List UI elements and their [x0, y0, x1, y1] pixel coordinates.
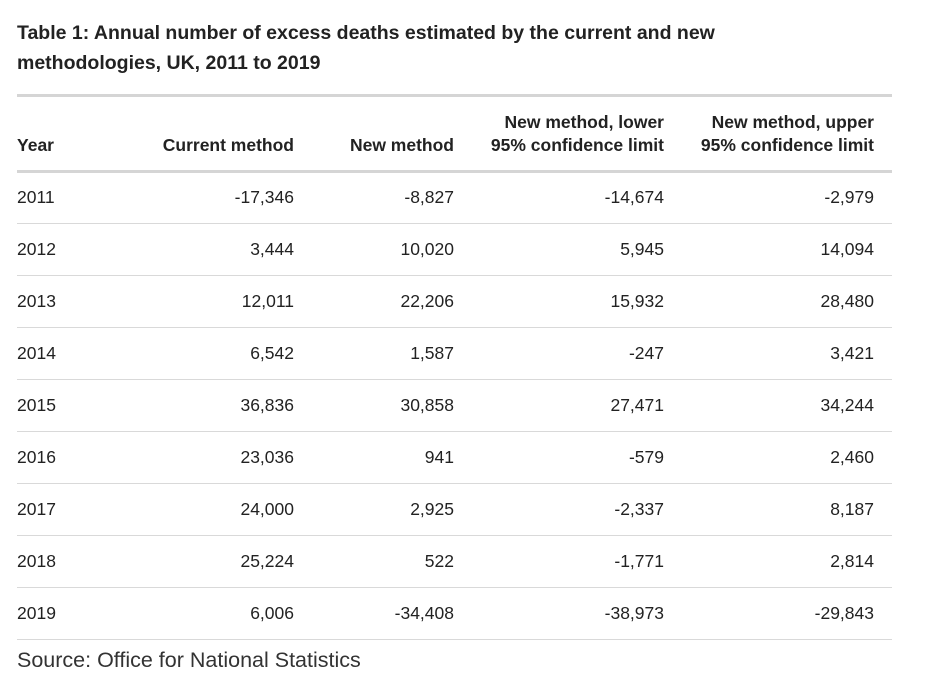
cell-lower-limit: -38,973 — [454, 587, 664, 640]
cell-upper-limit: 8,187 — [664, 483, 892, 536]
table-row: 2016 23,036 941 -579 2,460 — [17, 431, 892, 484]
title-divider — [17, 94, 892, 97]
table-row: 2014 6,542 1,587 -247 3,421 — [17, 327, 892, 380]
cell-lower-limit: -579 — [454, 431, 664, 484]
cell-upper-limit: 28,480 — [664, 275, 892, 328]
cell-year: 2018 — [17, 535, 117, 588]
table-row: 2017 24,000 2,925 -2,337 8,187 — [17, 483, 892, 536]
cell-lower-limit: -247 — [454, 327, 664, 380]
cell-current-method: 23,036 — [117, 431, 294, 484]
cell-new-method: 22,206 — [294, 275, 454, 328]
cell-new-method: 2,925 — [294, 483, 454, 536]
cell-year: 2016 — [17, 431, 117, 484]
cell-current-method: 12,011 — [117, 275, 294, 328]
cell-upper-limit: 2,460 — [664, 431, 892, 484]
cell-current-method: 6,006 — [117, 587, 294, 640]
header-lower-limit-line-1: New method, lower — [504, 111, 664, 132]
table-row: 2013 12,011 22,206 15,932 28,480 — [17, 275, 892, 328]
table-row: 2019 6,006 -34,408 -38,973 -29,843 — [17, 587, 892, 640]
cell-current-method: 36,836 — [117, 379, 294, 432]
cell-upper-limit: 2,814 — [664, 535, 892, 588]
cell-lower-limit: 5,945 — [454, 223, 664, 276]
header-new-method: New method — [294, 97, 454, 173]
cell-lower-limit: -1,771 — [454, 535, 664, 588]
cell-upper-limit: 34,244 — [664, 379, 892, 432]
cell-year: 2013 — [17, 275, 117, 328]
cell-new-method: 941 — [294, 431, 454, 484]
cell-current-method: 25,224 — [117, 535, 294, 588]
cell-current-method: 24,000 — [117, 483, 294, 536]
cell-year: 2011 — [17, 171, 117, 224]
cell-upper-limit: 3,421 — [664, 327, 892, 380]
excess-deaths-table: Year Current method New method New metho… — [17, 97, 892, 640]
cell-lower-limit: -14,674 — [454, 171, 664, 224]
cell-upper-limit: -29,843 — [664, 587, 892, 640]
cell-new-method: -34,408 — [294, 587, 454, 640]
cell-current-method: 6,542 — [117, 327, 294, 380]
cell-current-method: 3,444 — [117, 223, 294, 276]
cell-year: 2019 — [17, 587, 117, 640]
header-upper-limit-line-1: New method, upper — [711, 111, 874, 132]
table-row: 2018 25,224 522 -1,771 2,814 — [17, 535, 892, 588]
cell-lower-limit: 27,471 — [454, 379, 664, 432]
header-lower-limit-line-2: 95% confidence limit — [490, 134, 664, 155]
cell-new-method: 1,587 — [294, 327, 454, 380]
cell-current-method: -17,346 — [117, 171, 294, 224]
header-upper-limit-line-2: 95% confidence limit — [700, 134, 874, 155]
header-current-method: Current method — [117, 97, 294, 173]
cell-new-method: 10,020 — [294, 223, 454, 276]
header-upper-limit: New method, upper 95% confidence limit — [664, 97, 892, 173]
table-container: Table 1: Annual number of excess deaths … — [17, 18, 892, 673]
header-lower-limit: New method, lower 95% confidence limit — [454, 97, 664, 173]
cell-year: 2014 — [17, 327, 117, 380]
header-year: Year — [17, 97, 117, 173]
cell-year: 2015 — [17, 379, 117, 432]
table-title: Table 1: Annual number of excess deaths … — [17, 22, 715, 74]
cell-lower-limit: -2,337 — [454, 483, 664, 536]
cell-upper-limit: -2,979 — [664, 171, 892, 224]
cell-new-method: 522 — [294, 535, 454, 588]
source-note: Source: Office for National Statistics — [17, 647, 361, 672]
cell-year: 2017 — [17, 483, 117, 536]
cell-upper-limit: 14,094 — [664, 223, 892, 276]
table-row: 2011 -17,346 -8,827 -14,674 -2,979 — [17, 171, 892, 224]
table-header-row: Year Current method New method New metho… — [17, 97, 892, 173]
table-row: 2015 36,836 30,858 27,471 34,244 — [17, 379, 892, 432]
cell-new-method: 30,858 — [294, 379, 454, 432]
cell-year: 2012 — [17, 223, 117, 276]
table-body: 2011 -17,346 -8,827 -14,674 -2,979 2012 3,444 1… — [17, 171, 892, 640]
cell-lower-limit: 15,932 — [454, 275, 664, 328]
table-row: 2012 3,444 10,020 5,945 14,094 — [17, 223, 892, 276]
cell-new-method: -8,827 — [294, 171, 454, 224]
